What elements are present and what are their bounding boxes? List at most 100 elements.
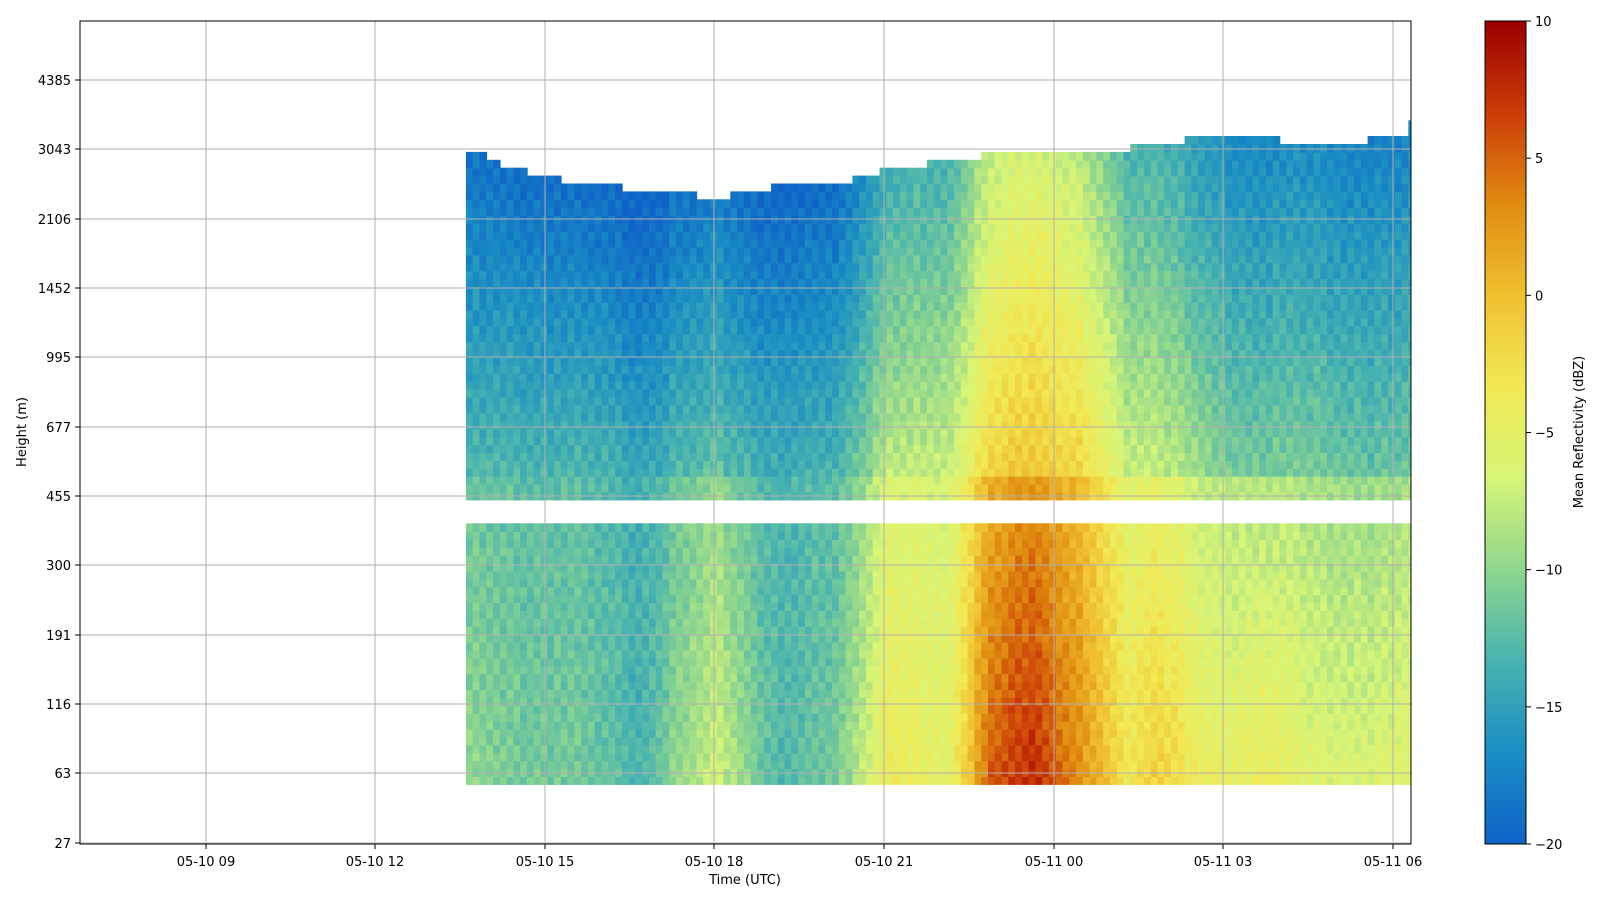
heatmap-cell	[743, 444, 752, 453]
heatmap-cell	[791, 365, 799, 374]
heatmap-cell	[662, 705, 671, 714]
heatmap-cell	[533, 728, 542, 738]
heatmap-cell	[777, 689, 786, 698]
heatmap-cell	[594, 649, 603, 659]
heatmap-cell	[520, 618, 528, 627]
heatmap-cell	[825, 444, 833, 453]
heatmap-cell	[655, 428, 664, 438]
heatmap-cell	[777, 230, 786, 240]
heatmap-cell	[615, 294, 623, 303]
heatmap-cell	[899, 641, 908, 651]
heatmap-cell	[567, 547, 576, 556]
heatmap-cell	[899, 309, 908, 319]
heatmap-cell	[526, 649, 535, 659]
heatmap-cell	[886, 641, 894, 651]
heatmap-cell	[574, 381, 582, 390]
heatmap-cell	[533, 618, 542, 627]
heatmap-cell	[472, 309, 481, 319]
heatmap-cell	[662, 230, 671, 240]
heatmap-cell	[547, 388, 555, 398]
heatmap-cell	[893, 333, 901, 343]
heatmap-cell	[621, 436, 630, 446]
heatmap-cell	[696, 286, 704, 295]
heatmap-cell	[574, 618, 582, 627]
heatmap-cell	[865, 238, 874, 248]
heatmap-cell	[560, 673, 569, 683]
heatmap-cell	[560, 657, 569, 667]
heatmap-cell	[791, 254, 799, 264]
heatmap-cell	[730, 523, 738, 532]
heatmap-cell	[526, 444, 535, 453]
heatmap-cell	[547, 444, 555, 453]
heatmap-cell	[526, 531, 535, 540]
heatmap-cell	[920, 325, 928, 335]
heatmap-cell	[899, 475, 908, 485]
heatmap-cell	[750, 554, 759, 564]
heatmap-cell	[784, 633, 793, 643]
heatmap-cell	[723, 618, 732, 627]
heatmap-cell	[899, 191, 908, 201]
heatmap-cell	[472, 428, 481, 438]
heatmap-cell	[608, 357, 616, 366]
heatmap-cell	[893, 317, 901, 327]
heatmap-cell	[594, 357, 603, 366]
heatmap-cell	[696, 594, 704, 604]
heatmap-cell	[642, 199, 650, 208]
heatmap-cell	[513, 341, 521, 351]
heatmap-cell	[662, 641, 671, 651]
heatmap-cell	[587, 752, 596, 762]
heatmap-cell	[893, 207, 901, 216]
heatmap-cell	[601, 309, 610, 319]
heatmap-cell	[676, 705, 684, 714]
heatmap-cell	[513, 199, 521, 208]
heatmap-cell	[472, 191, 481, 201]
heatmap-cell	[574, 705, 582, 714]
heatmap-cell	[804, 539, 813, 548]
heatmap-cell	[723, 452, 732, 461]
heatmap-cell	[513, 191, 521, 201]
heatmap-cell	[811, 238, 820, 248]
heatmap-cell	[472, 444, 481, 453]
heatmap-cell	[682, 618, 691, 627]
heatmap-cell	[716, 665, 725, 675]
heatmap-cell	[703, 262, 711, 272]
heatmap-cell	[662, 586, 671, 596]
heatmap-cell	[879, 333, 888, 343]
heatmap-cell	[750, 697, 759, 706]
heatmap-cell	[743, 396, 752, 406]
heatmap-cell	[804, 286, 813, 295]
heatmap-cell	[832, 602, 840, 611]
heatmap-cell	[757, 207, 765, 216]
heatmap-cell	[493, 570, 501, 580]
heatmap-cell	[730, 744, 738, 754]
heatmap-cell	[635, 309, 643, 319]
heatmap-cell	[560, 436, 569, 446]
heatmap-cell	[506, 681, 515, 690]
heatmap-cell	[526, 752, 535, 762]
heatmap-cell	[845, 444, 854, 453]
heatmap-cell	[608, 373, 616, 382]
heatmap-cell	[676, 586, 684, 596]
heatmap-cell	[865, 578, 874, 588]
heatmap-cell	[865, 689, 874, 698]
heatmap-cell	[621, 657, 630, 667]
heatmap-cell	[574, 404, 582, 414]
heatmap-cell	[513, 657, 521, 667]
heatmap-cell	[601, 610, 610, 619]
heatmap-cell	[845, 183, 854, 193]
heatmap-cell	[872, 444, 881, 453]
heatmap-cell	[655, 365, 664, 374]
heatmap-cell	[865, 483, 874, 493]
heatmap-cell	[493, 586, 501, 596]
heatmap-cell	[743, 618, 752, 627]
heatmap-cell	[879, 238, 888, 248]
heatmap-cell	[465, 570, 474, 580]
heatmap-cell	[676, 238, 684, 248]
heatmap-cell	[872, 594, 881, 604]
heatmap-cell	[920, 483, 928, 493]
heatmap-cell	[465, 483, 474, 493]
heatmap-cell	[825, 468, 833, 477]
heatmap-cell	[574, 720, 582, 730]
heatmap-cell	[689, 547, 698, 556]
heatmap-cell	[886, 602, 894, 611]
